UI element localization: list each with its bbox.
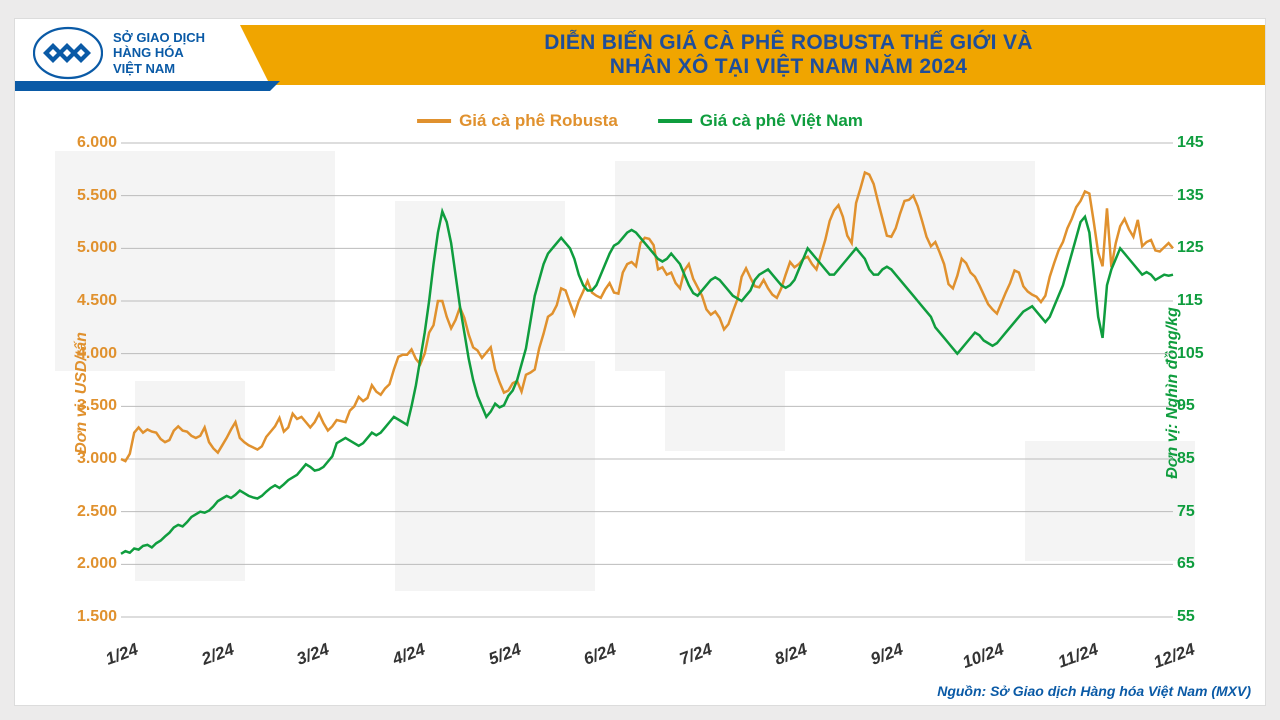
- y-tick-left: 6.000: [67, 134, 117, 152]
- y-tick-right: 85: [1177, 450, 1223, 468]
- logo: SỞ GIAO DỊCH HÀNG HÓA VIỆT NAM: [33, 25, 205, 81]
- y-ticks-right: 5565758595105115125135145: [1177, 143, 1223, 617]
- x-ticks: 1/242/243/244/245/246/247/248/249/2410/2…: [121, 621, 1173, 669]
- x-tick: 6/24: [581, 640, 619, 670]
- y-tick-right: 125: [1177, 239, 1223, 257]
- legend-swatch-robusta: [417, 119, 451, 123]
- logo-chevrons-icon: [33, 25, 103, 81]
- x-tick: 5/24: [486, 640, 524, 670]
- x-tick: 2/24: [199, 640, 237, 670]
- y-ticks-left: 1.5002.0002.5003.0003.5004.0004.5005.000…: [67, 143, 117, 617]
- y-tick-right: 115: [1177, 292, 1223, 310]
- legend-label-robusta: Giá cà phê Robusta: [459, 111, 618, 131]
- legend-item-vietnam: Giá cà phê Việt Nam: [658, 111, 863, 131]
- ribbon-tail: [14, 81, 280, 91]
- chart-frame: SỞ GIAO DỊCH HÀNG HÓA VIỆT NAM DIỄN BIẾN…: [14, 18, 1266, 706]
- y-tick-left: 5.000: [67, 239, 117, 257]
- title-line1: DIỄN BIẾN GIÁ CÀ PHÊ ROBUSTA THẾ GIỚI VÀ: [544, 31, 1032, 55]
- y-tick-left: 4.000: [67, 345, 117, 363]
- x-tick: 10/24: [960, 640, 1007, 673]
- y-tick-right: 55: [1177, 608, 1223, 626]
- y-tick-left: 4.500: [67, 292, 117, 310]
- y-tick-right: 75: [1177, 503, 1223, 521]
- x-tick: 11/24: [1056, 640, 1102, 673]
- y-tick-left: 5.500: [67, 187, 117, 205]
- x-tick: 7/24: [677, 640, 715, 670]
- title-line2: NHÂN XÔ TẠI VIỆT NAM NĂM 2024: [610, 55, 968, 79]
- legend-swatch-vietnam: [658, 119, 692, 123]
- series-robusta: [121, 172, 1173, 461]
- y-tick-left: 3.500: [67, 397, 117, 415]
- y-tick-right: 105: [1177, 345, 1223, 363]
- x-tick: 9/24: [868, 640, 906, 670]
- legend-item-robusta: Giá cà phê Robusta: [417, 111, 618, 131]
- source-text: Nguồn: Sở Giao dịch Hàng hóa Việt Nam (M…: [937, 683, 1251, 699]
- x-tick: 8/24: [772, 640, 810, 670]
- logo-text: SỞ GIAO DỊCH HÀNG HÓA VIỆT NAM: [113, 30, 205, 77]
- plot-svg: [121, 143, 1173, 617]
- x-tick: 4/24: [390, 640, 428, 670]
- legend-label-vietnam: Giá cà phê Việt Nam: [700, 111, 863, 131]
- series-vietnam: [121, 211, 1173, 553]
- y-tick-left: 3.000: [67, 450, 117, 468]
- header: SỞ GIAO DỊCH HÀNG HÓA VIỆT NAM DIỄN BIẾN…: [15, 19, 1265, 99]
- y-tick-right: 95: [1177, 397, 1223, 415]
- y-tick-left: 2.500: [67, 503, 117, 521]
- logo-line2: HÀNG HÓA: [113, 45, 205, 61]
- logo-line3: VIỆT NAM: [113, 61, 205, 77]
- y-tick-right: 135: [1177, 187, 1223, 205]
- y-tick-right: 65: [1177, 555, 1223, 573]
- x-tick: 3/24: [294, 640, 332, 670]
- chart-area: Giá cà phê Robusta Giá cà phê Việt Nam Đ…: [15, 111, 1265, 675]
- y-tick-left: 2.000: [67, 555, 117, 573]
- plot: [121, 143, 1173, 617]
- title-banner: DIỄN BIẾN GIÁ CÀ PHÊ ROBUSTA THẾ GIỚI VÀ…: [270, 25, 1266, 85]
- y-tick-right: 145: [1177, 134, 1223, 152]
- legend: Giá cà phê Robusta Giá cà phê Việt Nam: [417, 111, 863, 131]
- y-tick-left: 1.500: [67, 608, 117, 626]
- logo-line1: SỞ GIAO DỊCH: [113, 30, 205, 46]
